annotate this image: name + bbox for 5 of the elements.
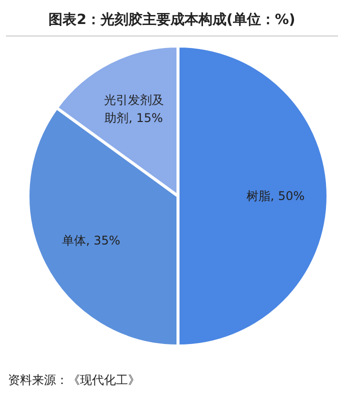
text: 资料来源：《现代化工》 (8, 373, 140, 387)
slice-label: 单体, 35% (62, 233, 120, 248)
slice-label: 树脂, 50% (246, 189, 305, 203)
slice-label: 光引发剂及助剂, 15% (104, 93, 164, 126)
chart-title: 图表2：光刻胶主要成本构成(单位：%) (48, 11, 296, 28)
